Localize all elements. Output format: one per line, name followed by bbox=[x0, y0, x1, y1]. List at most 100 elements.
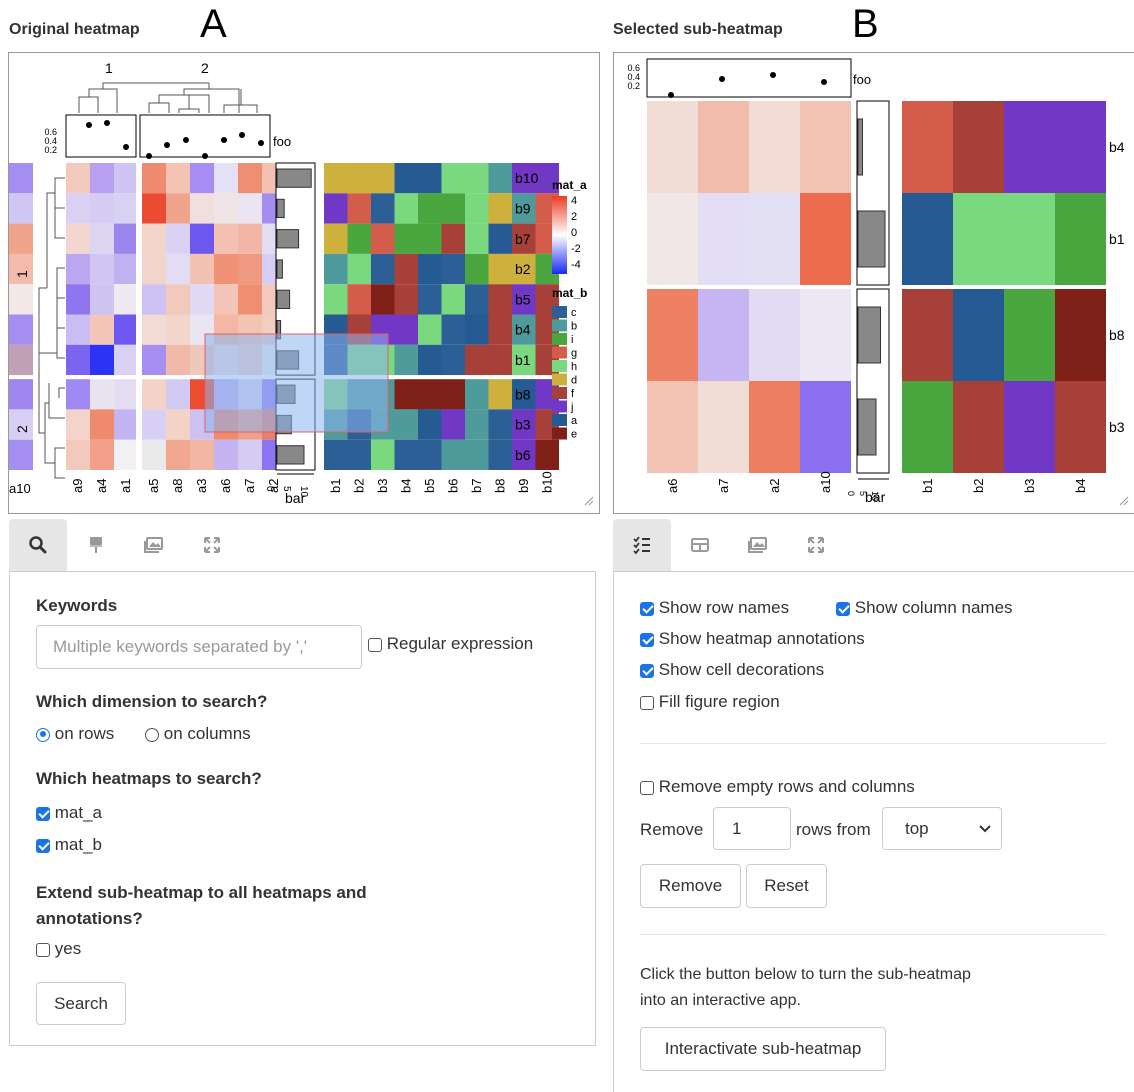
tab-brush[interactable] bbox=[67, 519, 125, 571]
heatmap-cell bbox=[142, 163, 166, 194]
heatmap-cell bbox=[90, 409, 114, 440]
remove-button[interactable]: Remove bbox=[640, 864, 741, 908]
show-annotations-checkbox[interactable] bbox=[640, 632, 654, 647]
foo-point bbox=[123, 144, 129, 150]
foo-point bbox=[258, 140, 264, 146]
show-row-names-checkbox[interactable] bbox=[640, 601, 654, 616]
show-decorations-option[interactable]: Show cell decorations bbox=[640, 660, 824, 680]
heatmap-cell bbox=[394, 163, 418, 194]
column-label: a5 bbox=[146, 479, 161, 493]
mat-a-option[interactable]: mat_a bbox=[36, 803, 102, 823]
on-rows-option[interactable]: on rows bbox=[36, 724, 114, 744]
on-columns-option[interactable]: on columns bbox=[145, 724, 251, 744]
show-row-names-option[interactable]: Show row names bbox=[640, 598, 789, 618]
heatmap-cell bbox=[9, 253, 33, 285]
heatmap-cell bbox=[441, 223, 465, 254]
remove-from-select[interactable]: top bbox=[882, 807, 1002, 850]
tab-expand-right[interactable] bbox=[787, 519, 845, 571]
image-icon bbox=[144, 537, 163, 553]
foo-tick: 0.6 bbox=[627, 63, 640, 73]
bar-tick: 0 bbox=[846, 491, 856, 496]
search-button[interactable]: Search bbox=[36, 982, 126, 1025]
heatmap-cell bbox=[441, 439, 465, 470]
heatmap-cell bbox=[214, 253, 238, 285]
extend-yes-option[interactable]: yes bbox=[36, 939, 81, 959]
heatmap-cell bbox=[698, 193, 749, 285]
legend-b-label: e bbox=[571, 429, 577, 441]
remove-empty-option[interactable]: Remove empty rows and columns bbox=[640, 777, 915, 797]
keywords-input[interactable]: Multiple keywords separated by ',' bbox=[36, 625, 362, 669]
heatmap-cell bbox=[488, 223, 512, 254]
column-label: b4 bbox=[399, 479, 414, 493]
tab-controls[interactable] bbox=[613, 519, 671, 571]
tab-table[interactable] bbox=[671, 519, 729, 571]
legend-b-swatch bbox=[552, 306, 567, 318]
heatmap-cell bbox=[394, 314, 418, 345]
heatmap-cell bbox=[1055, 289, 1106, 381]
remove-empty-checkbox[interactable] bbox=[640, 780, 654, 795]
heatmap-cell bbox=[214, 439, 238, 470]
heatmap-cell bbox=[488, 284, 512, 315]
heatmap-cell bbox=[324, 253, 348, 285]
tab-expand[interactable] bbox=[183, 519, 241, 571]
tab-image-right[interactable] bbox=[729, 519, 787, 571]
fill-figure-checkbox[interactable] bbox=[640, 695, 654, 710]
original-heatmap-frame[interactable]: b10 b9 b7 b2 b5 b4 b1 b8 b3 b6 0 5 10 bar 0.6 0.4 0.2 foo… bbox=[8, 52, 600, 514]
heatmap-cell bbox=[190, 439, 214, 470]
mat-a-checkbox[interactable] bbox=[36, 806, 50, 821]
interactivate-button[interactable]: Interactivate sub-heatmap bbox=[640, 1027, 886, 1071]
regex-checkbox[interactable] bbox=[368, 637, 382, 652]
row-label: b1 bbox=[1109, 231, 1125, 247]
column-label: b5 bbox=[422, 479, 437, 493]
mat-b-option[interactable]: mat_b bbox=[36, 835, 102, 855]
heatmap-cell bbox=[441, 163, 465, 194]
regex-option[interactable]: Regular expression bbox=[368, 634, 533, 654]
heatmap-cell bbox=[142, 344, 166, 376]
bar bbox=[276, 259, 283, 279]
search-panel: Keywords Multiple keywords separated by … bbox=[9, 571, 596, 1046]
remove-empty-label: Remove empty rows and columns bbox=[658, 777, 915, 796]
heatmap-cell bbox=[114, 314, 138, 345]
foo-point bbox=[770, 72, 776, 78]
sub-heatmap-frame[interactable]: b4 b1 b8 b3 0 5 10 bar 0.6 0.4 0.2 foo a6 a7 a2 a10 b1 b2… bbox=[613, 52, 1134, 514]
show-decorations-checkbox[interactable] bbox=[640, 663, 654, 678]
heatmap-cell bbox=[371, 253, 395, 285]
on-rows-radio[interactable] bbox=[36, 727, 50, 742]
heatmap-cell bbox=[90, 223, 114, 254]
heatmap-cell bbox=[512, 314, 536, 345]
heatmap-cell bbox=[190, 223, 214, 254]
heatmap-cell bbox=[66, 284, 90, 315]
heatmap-cell bbox=[441, 284, 465, 315]
on-columns-radio[interactable] bbox=[145, 727, 159, 742]
reset-button[interactable]: Reset bbox=[746, 864, 827, 908]
mat-b-checkbox[interactable] bbox=[36, 838, 50, 853]
legend-b-label: h bbox=[571, 361, 577, 373]
heatmap-cell bbox=[394, 439, 418, 470]
show-column-names-checkbox[interactable] bbox=[836, 601, 850, 616]
heatmap-cell bbox=[953, 289, 1004, 381]
heatmap-cell bbox=[512, 409, 536, 440]
show-annotations-option[interactable]: Show heatmap annotations bbox=[640, 629, 865, 649]
heatmap-cell bbox=[800, 381, 851, 473]
heatmap-cell bbox=[190, 253, 214, 285]
left-title: Original heatmap bbox=[9, 21, 140, 38]
heatmap-cell bbox=[418, 314, 442, 345]
foo-point bbox=[821, 79, 827, 85]
heatmap-cell bbox=[488, 409, 512, 440]
remove-count-input[interactable]: 1 bbox=[713, 807, 791, 850]
fill-figure-option[interactable]: Fill figure region bbox=[640, 692, 780, 712]
heatmap-cell bbox=[142, 314, 166, 345]
heatmap-cell bbox=[953, 193, 1004, 285]
heatmap-cell bbox=[902, 101, 953, 193]
bar bbox=[857, 118, 863, 176]
heatmap-cell bbox=[394, 253, 418, 285]
show-column-names-option[interactable]: Show column names bbox=[836, 598, 1013, 618]
on-rows-label: on rows bbox=[54, 724, 115, 743]
legend-b-swatch bbox=[552, 414, 567, 426]
tab-search[interactable] bbox=[9, 519, 67, 571]
tab-image[interactable] bbox=[125, 519, 183, 571]
legend-b-title: mat_b bbox=[552, 286, 587, 300]
extend-yes-checkbox[interactable] bbox=[36, 942, 50, 957]
